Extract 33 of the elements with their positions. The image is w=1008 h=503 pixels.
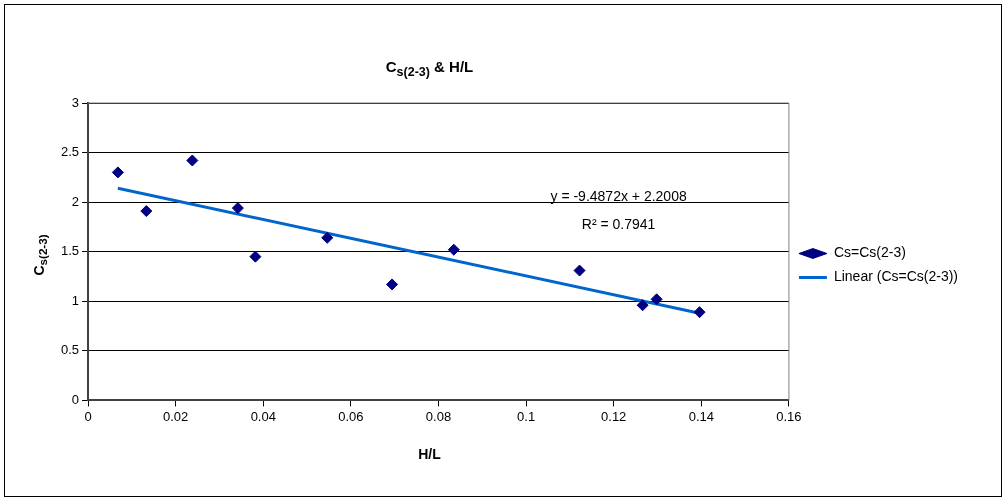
chart-title: C$_{s(2-3)}$ & H/L xyxy=(384,58,475,79)
y-tick-label: 2 xyxy=(71,193,80,209)
y-tick-label: 3 xyxy=(71,94,80,110)
point xyxy=(573,264,586,277)
point xyxy=(321,231,334,244)
x-tick-label: 0.02 xyxy=(163,408,189,424)
point xyxy=(636,299,649,312)
y-tick-label: 1.5 xyxy=(60,243,80,259)
x-tick-label: 0.04 xyxy=(250,408,276,424)
annotation: R² = 0.7941 xyxy=(581,216,656,232)
legend-label: Linear (Cs=Cs(2-3)) xyxy=(833,268,959,285)
point xyxy=(693,306,706,319)
x-tick-label: 0.1 xyxy=(517,408,536,424)
point xyxy=(111,166,124,179)
point xyxy=(231,202,244,215)
point xyxy=(650,293,663,306)
y-tick-label: 2.5 xyxy=(60,144,80,160)
point xyxy=(386,278,399,291)
x-tick-label: 0.12 xyxy=(601,408,627,424)
y-tick-label: 1 xyxy=(71,292,80,308)
y-tick-label: 0 xyxy=(71,391,80,407)
point xyxy=(447,243,460,256)
point xyxy=(249,250,262,263)
x-tick-label: 0.08 xyxy=(425,408,452,424)
x-tick-label: 0.16 xyxy=(776,408,802,424)
x-tick-label: 0 xyxy=(84,408,92,424)
point xyxy=(186,154,199,167)
y-tick-label: 0.5 xyxy=(60,342,80,358)
x-tick-label: 0.14 xyxy=(688,408,714,424)
x-axis-title: H/L xyxy=(417,446,442,462)
point xyxy=(140,205,153,218)
legend-label: Cs=Cs(2-3) xyxy=(833,244,906,261)
x-tick-label: 0.06 xyxy=(338,408,364,424)
